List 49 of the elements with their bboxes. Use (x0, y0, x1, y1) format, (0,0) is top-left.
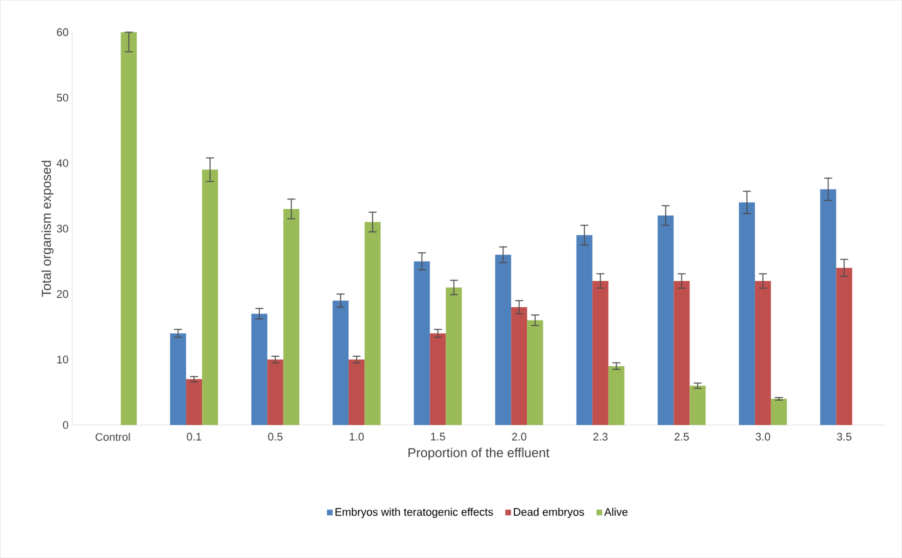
x-tick-label: Control (96, 432, 130, 441)
bar (170, 333, 186, 425)
bar (283, 208, 300, 425)
y-tick-label: 50 (56, 94, 68, 102)
x-tick-label: 0.1 (186, 432, 202, 441)
bar (186, 379, 202, 425)
y-tick-label: 40 (56, 159, 68, 167)
x-axis-title: Proportion of the effluent (408, 448, 550, 460)
y-axis-title: Total organism exposed (41, 160, 54, 297)
bar (592, 280, 608, 425)
bar (202, 170, 218, 425)
bar (511, 307, 528, 425)
x-tick-label: 3.5 (836, 432, 852, 441)
bar (267, 359, 284, 425)
bar (770, 398, 787, 425)
y-tick-label: 60 (56, 28, 68, 36)
legend-label: Dead embryos (514, 508, 584, 518)
bar (446, 287, 462, 425)
bar (674, 280, 690, 425)
bar (836, 268, 852, 425)
bar (251, 314, 268, 425)
legend-label: Embryos with teratogenic effects (336, 508, 493, 518)
bar (364, 222, 381, 425)
bar (332, 300, 349, 425)
bar (120, 32, 137, 425)
bar (495, 254, 512, 425)
y-tick-label: 20 (56, 290, 68, 298)
x-tick-label: 1.5 (431, 432, 446, 440)
bar (527, 320, 544, 425)
bar (576, 235, 592, 425)
bar (738, 202, 755, 425)
bar (608, 366, 624, 425)
x-tick-label: 2.3 (593, 432, 608, 441)
legend-label: Alive (604, 508, 628, 516)
x-tick-label: 3.0 (756, 432, 770, 441)
x-tick-label: 0.5 (268, 432, 283, 441)
bar (414, 261, 430, 425)
x-tick-label: 2.5 (674, 432, 689, 441)
bar (430, 333, 446, 425)
x-tick-label: 1.0 (350, 432, 364, 441)
y-tick-label: 10 (57, 356, 68, 364)
bar (820, 189, 836, 425)
x-tick-label: 2.0 (512, 432, 526, 441)
y-tick-label: 0 (62, 421, 68, 429)
bar (658, 215, 674, 425)
bar (690, 386, 706, 425)
y-tick-label: 30 (56, 224, 68, 232)
bar (754, 280, 771, 425)
bar (348, 359, 365, 425)
